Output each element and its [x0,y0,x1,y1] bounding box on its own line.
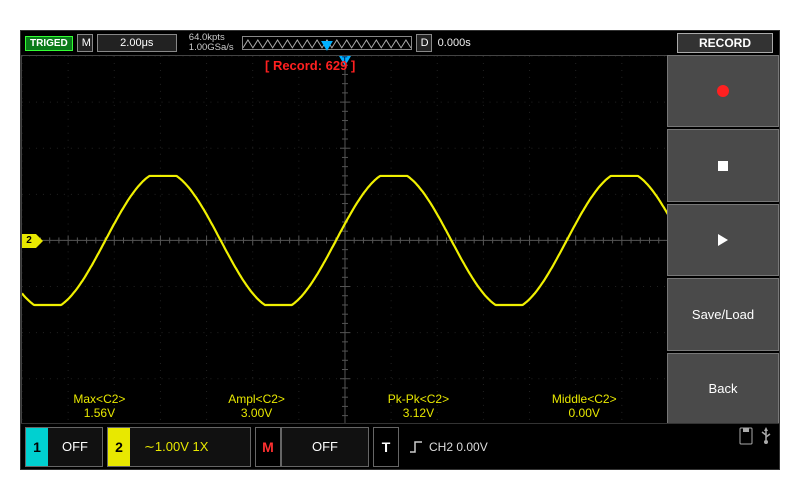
sample-rate: 64.0kpts 1.00GSa/s [189,33,234,53]
math-indicator[interactable]: M [255,427,281,467]
play-button[interactable] [667,204,779,276]
save-load-button[interactable]: Save/Load [667,278,779,350]
stop-button[interactable] [667,129,779,201]
trigger-status-badge: TRIGED [25,36,73,51]
record-mode-button[interactable]: RECORD [677,33,773,53]
m-indicator: M [77,34,93,52]
record-dot-icon [717,85,729,97]
channel1-tile[interactable]: 1 OFF [25,427,103,467]
play-triangle-icon [718,234,728,246]
channel1-number: 1 [26,428,48,466]
channel2-tile[interactable]: 2 ∼1.00V 1X [107,427,251,467]
stop-square-icon [718,161,728,171]
trigger-indicator[interactable]: T [373,427,399,467]
channel1-value: OFF [48,428,102,466]
channel2-value: ∼1.00V 1X [130,428,250,466]
bottom-status-bar: 1 OFF 2 ∼1.00V 1X M OFF T CH2 0.00V [21,423,779,469]
usb-icon [759,427,773,445]
timebase-value[interactable]: 2.00μs [97,34,177,52]
sample-rate-value: 1.00GSa/s [189,43,234,53]
d-indicator: D [416,34,432,52]
memory-position-bar[interactable] [242,36,412,50]
channel2-number: 2 [108,428,130,466]
channel-zero-marker: 2 [22,234,36,248]
record-button[interactable] [667,55,779,127]
top-status-bar: TRIGED M 2.00μs 64.0kpts 1.00GSa/s D 0.0… [21,31,779,55]
math-value: OFF [281,427,369,467]
back-button[interactable]: Back [667,353,779,425]
rising-edge-icon [409,440,423,454]
save-icon [739,427,753,445]
record-counter: [ Record: 629 ] [265,58,355,73]
trigger-source-level: CH2 0.00V [429,440,488,454]
waveform-display[interactable]: [ Record: 629 ] 2 Max<C2> 1.56V Ampl<C2>… [21,55,669,425]
delay-value: 0.000s [438,37,471,49]
connectivity-icons [739,427,773,467]
side-menu: Save/Load Back [667,55,779,425]
oscilloscope-screen: TRIGED M 2.00μs 64.0kpts 1.00GSa/s D 0.0… [20,30,780,470]
trigger-info: CH2 0.00V [399,427,739,467]
